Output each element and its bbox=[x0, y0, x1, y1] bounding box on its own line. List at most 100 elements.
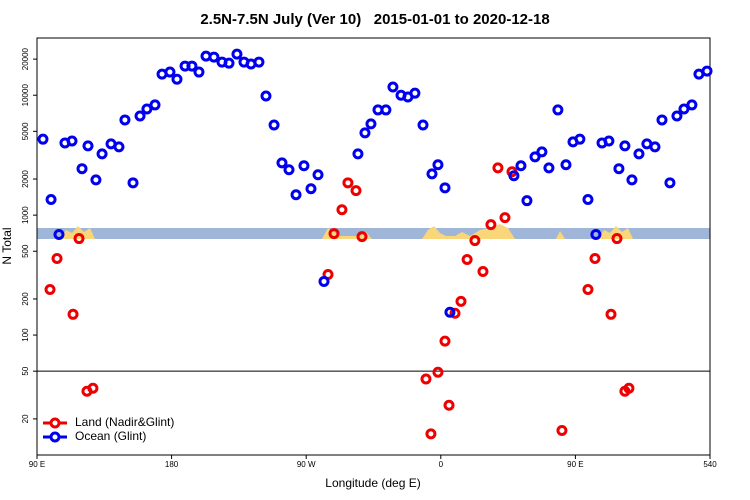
point bbox=[603, 135, 615, 147]
x-tick-label: 540 bbox=[703, 460, 717, 469]
point bbox=[582, 283, 594, 295]
point bbox=[556, 425, 568, 437]
point bbox=[66, 135, 78, 147]
point bbox=[231, 48, 243, 60]
point bbox=[619, 140, 631, 152]
point bbox=[420, 373, 432, 385]
point bbox=[53, 228, 65, 240]
point bbox=[350, 185, 362, 197]
point bbox=[508, 170, 520, 182]
point bbox=[305, 183, 317, 195]
point bbox=[87, 382, 99, 394]
point bbox=[477, 265, 489, 277]
point bbox=[560, 159, 572, 171]
point bbox=[82, 140, 94, 152]
point bbox=[37, 133, 49, 145]
point bbox=[223, 57, 235, 69]
point bbox=[290, 189, 302, 201]
point bbox=[312, 169, 324, 181]
point bbox=[359, 127, 371, 139]
point bbox=[613, 163, 625, 175]
point bbox=[426, 168, 438, 180]
point bbox=[623, 382, 635, 394]
point bbox=[127, 177, 139, 189]
point bbox=[701, 65, 713, 77]
y-tick-label: 100 bbox=[21, 328, 30, 342]
point bbox=[536, 146, 548, 158]
point bbox=[253, 56, 265, 68]
point bbox=[439, 335, 451, 347]
y-tick-label: 10000 bbox=[21, 84, 30, 107]
point bbox=[73, 233, 85, 245]
plot-frame bbox=[36, 37, 711, 456]
x-tick-label: 90 W bbox=[297, 460, 316, 469]
point bbox=[444, 306, 456, 318]
point bbox=[365, 118, 377, 130]
point bbox=[380, 104, 392, 116]
y-tick-label: 200 bbox=[21, 292, 30, 306]
point bbox=[671, 110, 683, 122]
point bbox=[283, 164, 295, 176]
point bbox=[298, 160, 310, 172]
point bbox=[113, 141, 125, 153]
point bbox=[276, 157, 288, 169]
point bbox=[582, 194, 594, 206]
point bbox=[193, 66, 205, 78]
point bbox=[417, 119, 429, 131]
point bbox=[626, 174, 638, 186]
point bbox=[356, 231, 368, 243]
point bbox=[149, 99, 161, 111]
point bbox=[432, 159, 444, 171]
point bbox=[425, 428, 437, 440]
point bbox=[649, 141, 661, 153]
point bbox=[67, 308, 79, 320]
point bbox=[605, 308, 617, 320]
point bbox=[119, 114, 131, 126]
point bbox=[543, 162, 555, 174]
point bbox=[318, 275, 330, 287]
point bbox=[336, 204, 348, 216]
point bbox=[656, 114, 668, 126]
y-tick-label: 500 bbox=[21, 244, 30, 258]
point bbox=[387, 81, 399, 93]
point bbox=[342, 177, 354, 189]
y-tick-label: 5000 bbox=[21, 122, 30, 140]
band bbox=[37, 228, 710, 239]
point bbox=[443, 399, 455, 411]
legend-marker bbox=[49, 417, 61, 429]
point bbox=[352, 148, 364, 160]
y-tick-label: 2000 bbox=[21, 170, 30, 188]
point bbox=[90, 174, 102, 186]
point bbox=[51, 253, 63, 265]
point bbox=[164, 66, 176, 78]
point bbox=[449, 307, 461, 319]
point bbox=[521, 195, 533, 207]
point bbox=[96, 148, 108, 160]
point bbox=[492, 162, 504, 174]
point bbox=[529, 151, 541, 163]
x-tick-label: 180 bbox=[165, 460, 179, 469]
point bbox=[268, 119, 280, 131]
y-tick-label: 20 bbox=[21, 414, 30, 423]
y-tick-label: 1000 bbox=[21, 206, 30, 224]
point bbox=[485, 219, 497, 231]
point bbox=[76, 163, 88, 175]
point bbox=[611, 233, 623, 245]
point bbox=[552, 104, 564, 116]
point bbox=[44, 283, 56, 295]
point bbox=[574, 133, 586, 145]
point bbox=[590, 228, 602, 240]
point bbox=[439, 182, 451, 194]
point bbox=[260, 90, 272, 102]
point bbox=[186, 60, 198, 72]
point bbox=[208, 51, 220, 63]
x-tick-label: 90 E bbox=[567, 460, 583, 469]
chart-title: 2.5N-7.5N July (Ver 10) 2015-01-01 to 20… bbox=[200, 11, 549, 28]
point bbox=[678, 103, 690, 115]
point bbox=[633, 148, 645, 160]
y-tick-label: 20000 bbox=[21, 47, 30, 70]
point bbox=[664, 177, 676, 189]
point bbox=[461, 253, 473, 265]
point bbox=[432, 366, 444, 378]
legend-label: Land (Nadir&Glint) bbox=[75, 415, 174, 429]
